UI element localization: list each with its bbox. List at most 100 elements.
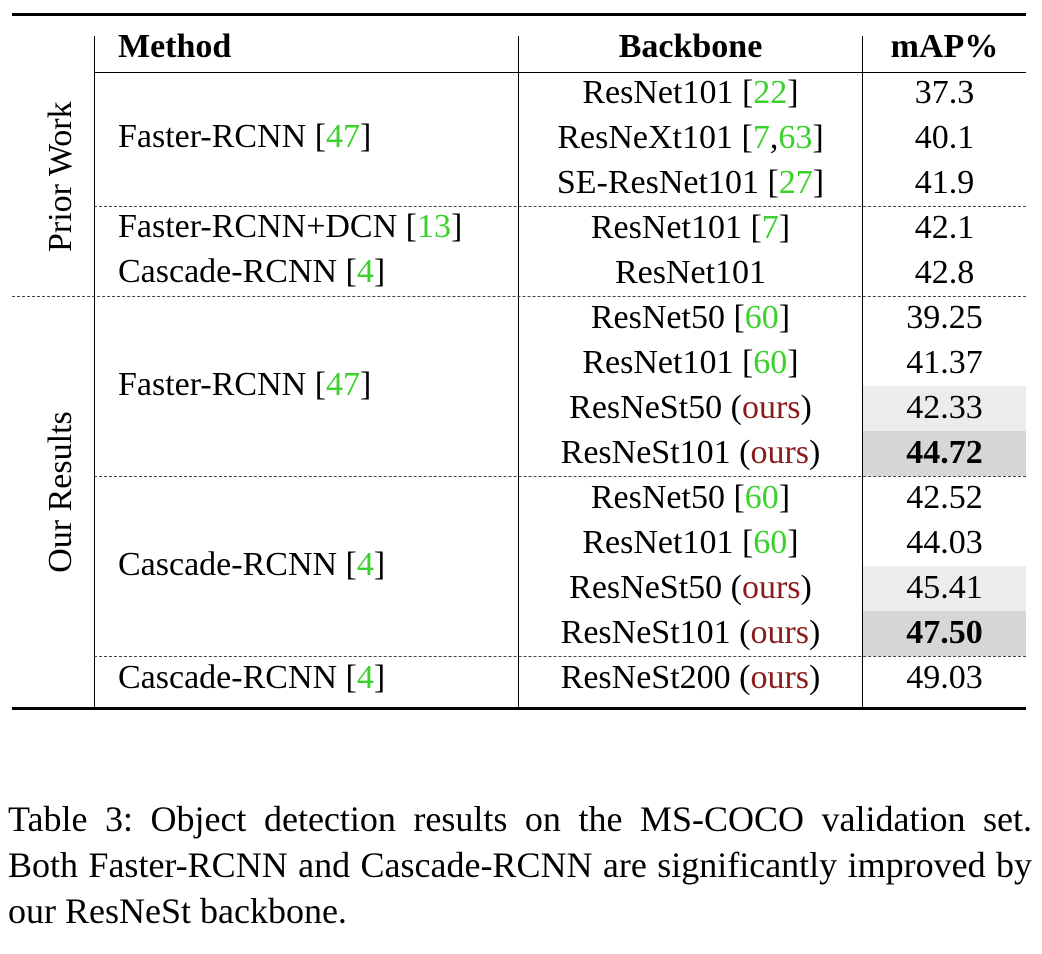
- bracket: ]: [787, 344, 799, 381]
- ours-tag: ours: [750, 434, 810, 471]
- header-method: Method: [118, 28, 232, 65]
- ours-tag: ours: [741, 569, 801, 606]
- header-backbone: Backbone: [618, 28, 763, 65]
- citation-link[interactable]: 4: [356, 659, 374, 696]
- ours-tag: ours: [750, 614, 810, 651]
- separator: ,: [769, 119, 779, 156]
- citation-link[interactable]: 47: [326, 118, 361, 155]
- highlight-cell: [863, 386, 1026, 431]
- bracket: ]: [778, 479, 791, 516]
- citation-link[interactable]: 47: [326, 366, 361, 403]
- backbone-name: ResNeSt50 (: [569, 569, 742, 606]
- method-cell: Faster-RCNN+DCN [13]: [118, 207, 462, 247]
- group-label-our-results: Our Results: [42, 411, 79, 573]
- map-value: 37.3: [914, 74, 975, 111]
- bracket: ]: [812, 119, 824, 156]
- highlight-cell: [863, 611, 1026, 656]
- method-cell: Faster-RCNN [47]: [118, 117, 371, 157]
- bracket: ]: [787, 74, 799, 111]
- method-name: Faster-RCNN [: [118, 118, 327, 155]
- bracket: ]: [360, 366, 372, 403]
- method-name: Faster-RCNN [: [118, 366, 327, 403]
- backbone-name: ResNet101 [: [582, 344, 754, 381]
- citation-link[interactable]: 63: [778, 119, 813, 156]
- bracket: ]: [778, 209, 791, 246]
- backbone-name: SE-ResNet101 [: [556, 164, 779, 201]
- backbone-name: ResNet101: [614, 254, 767, 291]
- map-value: 39.25: [906, 299, 983, 336]
- map-value: 42.33: [906, 389, 983, 426]
- backbone-name: ResNeSt200 (: [560, 659, 751, 696]
- dashed-separator: [12, 296, 1026, 297]
- backbone-cell: ResNet101: [519, 253, 862, 293]
- map-value: 44.03: [906, 524, 983, 561]
- map-value: 44.72: [906, 434, 983, 471]
- bracket: ]: [373, 659, 386, 696]
- bottom-rule: [12, 707, 1026, 710]
- bracket: ): [809, 659, 821, 696]
- backbone-cell: ResNet101 [60]: [519, 343, 862, 383]
- citation-link[interactable]: 60: [753, 524, 788, 561]
- dashed-separator: [94, 476, 1026, 477]
- backbone-name: ResNet101 [: [582, 524, 754, 561]
- bracket: ]: [373, 546, 386, 583]
- bracket: ): [800, 569, 812, 606]
- map-value: 49.03: [906, 659, 983, 696]
- map-value: 42.1: [914, 209, 975, 246]
- backbone-name: ResNet101 [: [582, 74, 754, 111]
- backbone-cell: ResNet50 [60]: [519, 478, 862, 518]
- method-divider-line: [518, 36, 519, 708]
- bracket: ): [809, 434, 821, 471]
- map-value: 41.37: [906, 344, 983, 381]
- bracket: ]: [778, 299, 791, 336]
- bracket: ]: [360, 118, 372, 155]
- bracket: ]: [373, 253, 386, 290]
- backbone-cell: ResNeSt200 (ours): [519, 658, 862, 698]
- citation-link[interactable]: 27: [778, 164, 813, 201]
- backbone-divider-line: [862, 36, 863, 708]
- header-map: mAP%: [890, 28, 999, 65]
- backbone-cell: ResNeSt101 (ours): [519, 613, 862, 653]
- method-cell: Cascade-RCNN [4]: [118, 545, 385, 585]
- backbone-cell: ResNeSt50 (ours): [519, 388, 862, 428]
- citation-link[interactable]: 60: [753, 344, 788, 381]
- top-rule: [12, 13, 1026, 16]
- citation-link[interactable]: 13: [416, 208, 451, 245]
- backbone-cell: ResNeXt101 [7,63]: [519, 118, 862, 158]
- bracket: ): [809, 614, 821, 651]
- backbone-cell: ResNeSt50 (ours): [519, 568, 862, 608]
- header-rule: [94, 72, 1026, 73]
- ours-tag: ours: [750, 659, 810, 696]
- highlight-cell: [863, 431, 1026, 476]
- backbone-cell: ResNet101 [22]: [519, 73, 862, 113]
- method-cell: Cascade-RCNN [4]: [118, 252, 385, 292]
- backbone-name: ResNet50 [: [590, 479, 745, 516]
- citation-link[interactable]: 4: [356, 546, 374, 583]
- group-divider-line: [94, 36, 95, 708]
- bracket: ]: [787, 524, 799, 561]
- dashed-separator: [94, 656, 1026, 657]
- bracket: ]: [450, 208, 463, 245]
- table-caption: Table 3: Object detection results on the…: [8, 799, 1032, 931]
- citation-link[interactable]: 7: [761, 209, 779, 246]
- citation-link[interactable]: 22: [753, 74, 788, 111]
- bracket: ]: [812, 164, 825, 201]
- map-value: 41.9: [914, 164, 975, 201]
- citation-link[interactable]: 60: [744, 479, 779, 516]
- map-value: 47.50: [906, 614, 983, 651]
- backbone-cell: ResNet101 [7]: [519, 208, 862, 248]
- highlight-cell: [863, 566, 1026, 611]
- map-value: 42.8: [914, 254, 975, 291]
- ours-tag: ours: [741, 389, 801, 426]
- group-label-prior-work: Prior Work: [42, 101, 79, 252]
- method-name: Cascade-RCNN [: [118, 546, 357, 583]
- method-name: Cascade-RCNN [: [118, 253, 357, 290]
- map-value: 40.1: [914, 119, 975, 156]
- backbone-cell: ResNet101 [60]: [519, 523, 862, 563]
- method-name: Cascade-RCNN [: [118, 659, 357, 696]
- dashed-separator: [94, 206, 1026, 207]
- citation-link[interactable]: 4: [356, 253, 374, 290]
- map-value: 42.52: [906, 479, 983, 516]
- citation-link[interactable]: 7: [752, 119, 770, 156]
- citation-link[interactable]: 60: [744, 299, 779, 336]
